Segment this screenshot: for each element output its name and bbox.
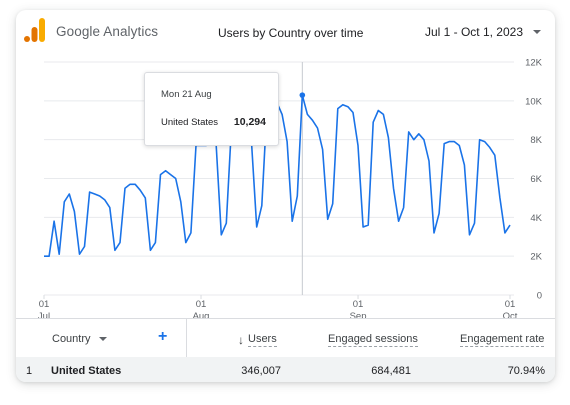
row-country: United States [51, 365, 122, 377]
y-tick-label: 4K [530, 213, 542, 224]
country-header-label: Country [52, 333, 91, 345]
engaged-sessions-column-header[interactable]: Engaged sessions [328, 333, 418, 347]
x-tick-month: Sep [350, 311, 367, 318]
card-header: Google Analytics Users by Country over t… [16, 10, 555, 54]
users-column-header[interactable]: ↓ Users [238, 333, 277, 347]
x-tick-day: 01 [39, 299, 50, 310]
y-tick-label: 0 [537, 291, 542, 302]
table-row[interactable]: 1 United States 346,007 684,481 70.94% [16, 357, 555, 382]
date-range-selector[interactable]: Jul 1 - Oct 1, 2023 [425, 25, 541, 39]
row-index: 1 [26, 365, 33, 377]
tooltip-value: 10,294 [233, 116, 266, 128]
brand-name: Google Analytics [56, 24, 159, 39]
google-analytics-logo-icon [24, 18, 45, 42]
chevron-down-icon [533, 30, 541, 34]
y-tick-label: 6K [530, 174, 542, 185]
data-table: Country + ↓ Users Engaged sessions Engag… [16, 318, 555, 382]
y-tick-label: 10K [525, 96, 543, 107]
column-divider [186, 319, 187, 382]
row-users: 346,007 [241, 365, 281, 377]
chart-title: Users by Country over time [218, 26, 364, 40]
x-tick-month: Jul [38, 311, 50, 318]
table-header: Country + ↓ Users Engaged sessions Engag… [16, 319, 555, 357]
y-tick-label: 8K [530, 135, 542, 146]
users-header-label: Users [248, 333, 277, 347]
chart-tooltip: Mon 21 Aug United States 10,294 [144, 72, 279, 146]
x-tick-month: Aug [193, 311, 210, 318]
x-tick-day: 01 [353, 299, 364, 310]
x-tick-month: Oct [503, 311, 518, 318]
row-sessions: 684,481 [371, 365, 411, 377]
add-dimension-button[interactable]: + [158, 328, 168, 345]
tooltip-date: Mon 21 Aug [161, 89, 212, 100]
x-tick-day: 01 [505, 299, 516, 310]
date-range-label: Jul 1 - Oct 1, 2023 [424, 25, 523, 39]
tooltip-country: United States [161, 117, 219, 128]
sort-descending-icon: ↓ [238, 333, 244, 347]
x-tick-day: 01 [196, 299, 207, 310]
chevron-down-icon [98, 337, 107, 341]
y-tick-label: 2K [530, 252, 542, 263]
engagement-rate-column-header[interactable]: Engagement rate [460, 333, 545, 347]
row-rate: 70.94% [507, 365, 545, 377]
country-dimension-selector[interactable]: Country [52, 333, 107, 345]
highlight-point [299, 92, 306, 98]
analytics-card: Google Analytics Users by Country over t… [16, 10, 555, 382]
y-tick-label: 12K [525, 58, 543, 69]
